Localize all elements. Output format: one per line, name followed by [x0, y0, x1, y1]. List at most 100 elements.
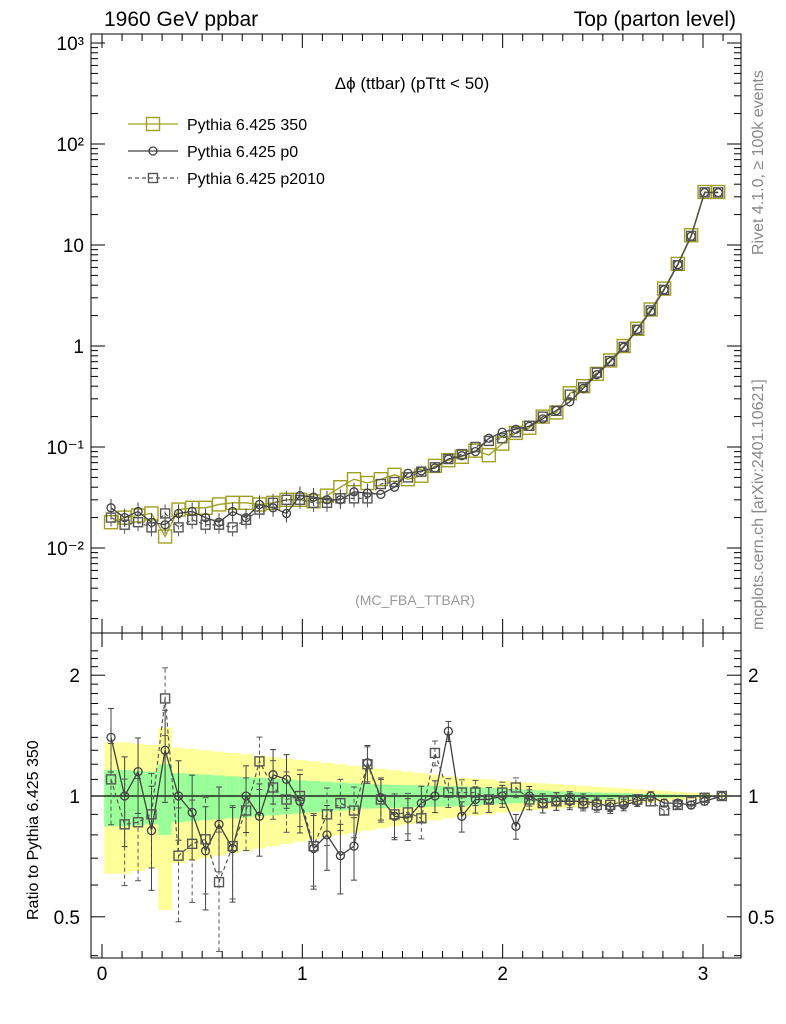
ratio-point: [564, 794, 575, 805]
data-point: [414, 468, 429, 483]
header-left: 1960 GeV ppbar: [104, 8, 259, 31]
data-point: [656, 281, 672, 296]
ratio-point: [470, 787, 481, 798]
ratio-point: [240, 805, 252, 816]
x-tick-label: 3: [698, 964, 709, 985]
green-band-bin: [306, 780, 321, 813]
ratio-y-tick-label: 0.5: [54, 908, 80, 929]
ratio-point: [699, 792, 710, 803]
ratio-point: [443, 787, 454, 798]
ratio-point: [214, 819, 224, 829]
data-point: [281, 508, 292, 519]
ratio-line: [110, 731, 723, 857]
data-point: [683, 228, 699, 243]
y-tick-label: 1: [73, 337, 84, 358]
ratio-point: [402, 807, 414, 818]
data-point: [348, 493, 360, 504]
ratio-point: [146, 825, 157, 836]
data-point: [497, 433, 508, 444]
data-point: [495, 436, 510, 451]
ratio-point: [105, 774, 117, 785]
data-point: [483, 435, 495, 447]
data-point: [658, 284, 670, 296]
y-tick-label: 10²: [57, 135, 84, 156]
ratio-point: [119, 819, 130, 830]
data-point: [630, 321, 645, 337]
ratio-y-tick-label: 1: [69, 787, 80, 808]
legend-label: Pythia 6.425 p2010: [187, 171, 325, 188]
x-tick-label: 0: [97, 964, 108, 985]
legend-marker: [147, 172, 159, 184]
data-point: [645, 305, 656, 316]
y-tick-label: 10³: [57, 34, 84, 55]
legend: Pythia 6.425 350 Pythia 6.425 p0 Pythia 6.…: [128, 116, 325, 188]
ratio-point: [497, 787, 508, 798]
data-point: [578, 382, 589, 393]
data-point: [605, 355, 616, 367]
data-point: [632, 324, 643, 335]
series-line: [110, 191, 719, 529]
ratio-point: [348, 805, 360, 816]
ratio-point: [429, 747, 441, 759]
ratio-point: [375, 794, 387, 805]
data-point: [362, 493, 373, 504]
data-point: [349, 487, 359, 497]
chart-title: Δϕ (ttbar) (pTtt < 50): [335, 74, 490, 93]
legend-marker: [148, 146, 158, 156]
ratio-point: [362, 759, 373, 770]
data-point: [321, 497, 333, 509]
ratio-point: [254, 756, 265, 767]
ratio-point: [403, 813, 413, 823]
ratio-point: [416, 813, 427, 824]
x-tick-label: 2: [497, 964, 508, 985]
data-point: [713, 187, 724, 198]
data-point: [119, 512, 130, 523]
ratio-point: [389, 809, 400, 820]
ratio-point: [524, 794, 535, 805]
data-point: [402, 472, 414, 483]
green-band-bin: [225, 776, 240, 819]
data-point: [524, 420, 535, 432]
main-series-group: [103, 184, 726, 544]
data-point: [173, 508, 184, 519]
ratio-point: [685, 796, 697, 807]
ratio-point: [456, 787, 467, 798]
ratio-point: [146, 809, 157, 820]
ratio-point: [658, 805, 670, 816]
ratio-point: [227, 840, 238, 852]
ratio-point: [335, 797, 346, 809]
data-point: [497, 427, 507, 437]
data-point: [200, 512, 211, 523]
data-point: [685, 230, 697, 242]
legend-label: Pythia 6.425 p0: [187, 144, 298, 161]
ratio-point: [716, 790, 728, 802]
ratio-point: [268, 770, 278, 780]
ratio-y-tick-label: 2: [69, 666, 80, 687]
data-point: [510, 427, 522, 438]
ratio-point: [483, 794, 495, 805]
ratio-point: [267, 782, 279, 793]
data-point: [294, 494, 306, 506]
ratio-point: [335, 851, 346, 861]
data-point: [132, 517, 144, 528]
data-point: [240, 514, 252, 526]
ratio-point: [618, 796, 629, 807]
data-point: [551, 405, 562, 417]
ratio-point: [200, 834, 211, 845]
ratio-point: [186, 838, 198, 850]
data-point: [616, 338, 631, 354]
y-tick-label: 10⁻¹: [47, 438, 85, 459]
ratio-y-tick-label-right: 2: [748, 666, 759, 687]
data-point: [389, 476, 400, 488]
ratio-point: [173, 791, 184, 801]
ratio-series-2: [105, 667, 728, 952]
ratio-point: [430, 791, 440, 801]
ratio-y-tick-label-right: 0.5: [748, 908, 774, 929]
data-point: [186, 514, 198, 526]
ratio-point: [160, 745, 170, 755]
ratio-y-tick-label-right: 1: [748, 787, 759, 808]
header-right: Top (parton level): [573, 8, 736, 31]
data-point: [213, 519, 225, 530]
ratio-point: [443, 726, 454, 736]
